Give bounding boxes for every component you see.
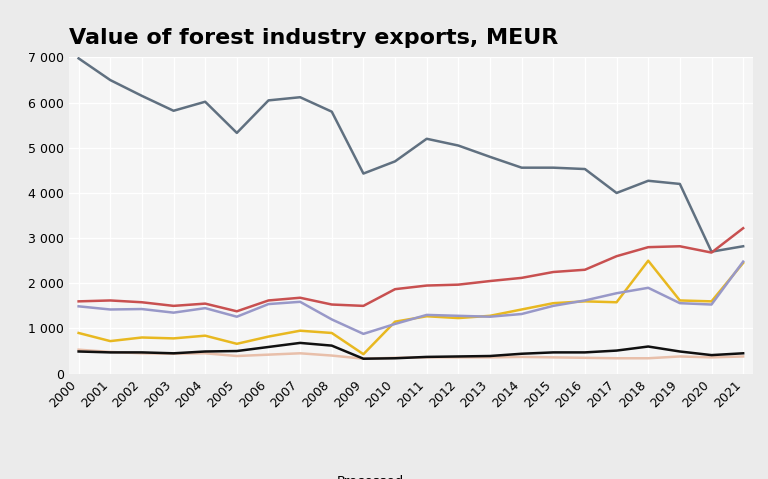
Text: Value of forest industry exports, MEUR: Value of forest industry exports, MEUR bbox=[69, 28, 558, 47]
Legend: Paper, Paperboard, Pulp, Processed
wood products, Sawn and planed wood, Wood pan: Paper, Paperboard, Pulp, Processed wood … bbox=[88, 475, 733, 479]
